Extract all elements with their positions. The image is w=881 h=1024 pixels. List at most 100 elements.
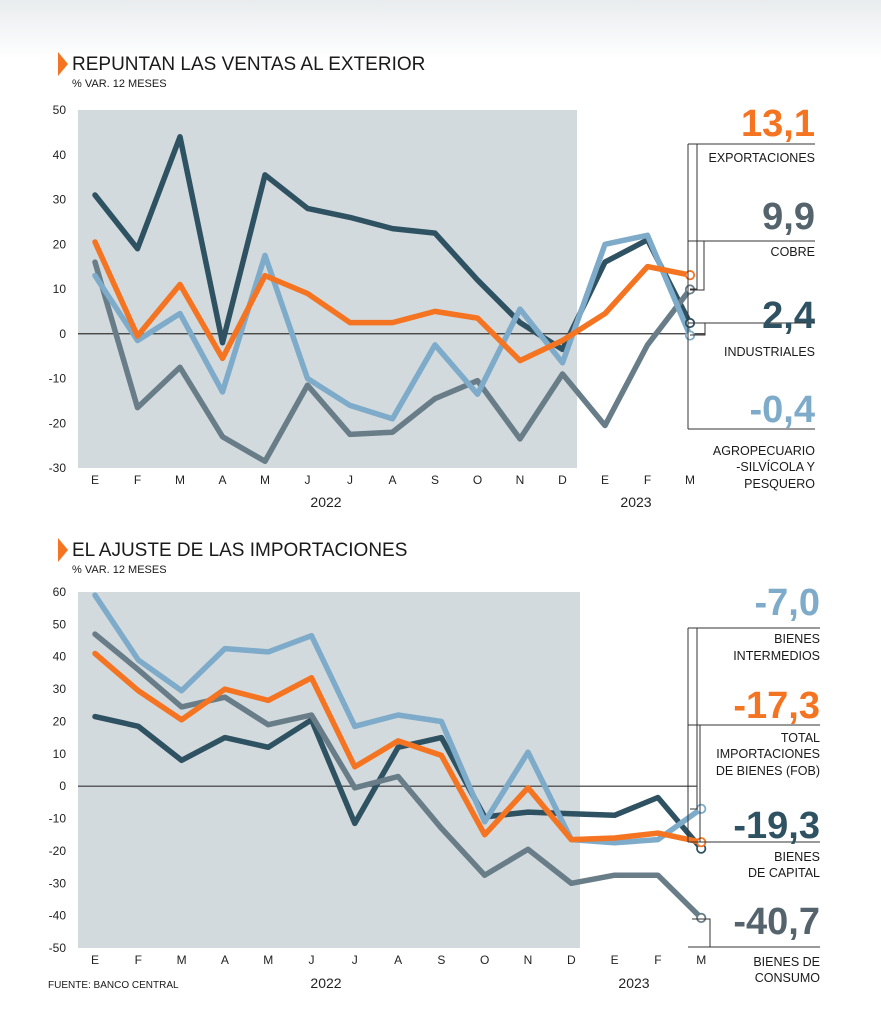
x-tick-label: M	[177, 953, 187, 967]
x-tick-label: J	[352, 953, 358, 967]
y-tick-label: 0	[59, 327, 66, 341]
callout-label: IMPORTACIONES	[716, 747, 820, 761]
series-line-agropecuario	[92, 259, 693, 465]
chart1-subtitle: % VAR. 12 MESES	[72, 78, 167, 90]
y-tick-label: -40	[49, 909, 67, 923]
source-note: FUENTE: BANCO CENTRAL	[48, 980, 179, 991]
y-tick-label: -20	[49, 844, 67, 858]
y-tick-label: -10	[49, 812, 67, 826]
end-point-cobre	[684, 330, 696, 341]
end-point-bienes_intermedios	[696, 803, 707, 814]
header-band	[0, 0, 881, 60]
shaded-2022-region	[78, 592, 580, 948]
x-tick-label: J	[347, 473, 353, 487]
y-tick-label: -10	[49, 372, 67, 386]
x-tick-label: A	[221, 953, 229, 967]
y-tick-label: -20	[49, 416, 67, 430]
x-tick-label: F	[134, 473, 141, 487]
x-tick-label: E	[91, 473, 99, 487]
x-tick-label: O	[480, 953, 489, 967]
imports-chart: 60 50 40 30 20 10 0 -10 -20 -30 -40 -50 E F M A M J J A S O N D…	[49, 582, 821, 991]
x-tick-label: M	[263, 953, 273, 967]
exports-chart: 50 40 30 20 10 0 -10 -20 -30 E F M A M J J A S O N D E F M 2022 2…	[49, 103, 816, 510]
y-tick-label: 30	[53, 193, 67, 207]
y-tick-label: 40	[53, 650, 67, 664]
callout-label: TOTAL	[781, 731, 820, 745]
title-arrow-icon	[58, 538, 68, 562]
x-tick-label: S	[431, 473, 439, 487]
y-tick-label: 50	[53, 617, 67, 631]
series-line-cobre	[92, 232, 693, 422]
x-tick-label: A	[388, 473, 396, 487]
y-tick-label: 20	[53, 237, 67, 251]
x-tick-label: O	[473, 473, 482, 487]
series-line-exportaciones	[92, 239, 693, 364]
callout-connector	[688, 627, 698, 810]
callout-label: PESQUERO	[744, 477, 815, 491]
callout-label: BIENES	[774, 850, 820, 864]
year-label: 2022	[310, 975, 341, 991]
x-tick-label: J	[309, 953, 315, 967]
y-tick-label: 50	[53, 103, 67, 117]
series-line-bienes_consumo	[92, 631, 704, 921]
x-tick-label: E	[601, 473, 609, 487]
x-tick-label: D	[558, 473, 567, 487]
callout-label: AGROPECUARIO	[713, 444, 815, 458]
y-tick-label: -30	[49, 876, 67, 890]
callout-value: -19,3	[733, 805, 820, 847]
x-tick-label: F	[654, 953, 661, 967]
series-line-total_importaciones	[92, 650, 704, 845]
end-point-exportaciones	[684, 270, 696, 281]
x-tick-label: N	[516, 473, 525, 487]
callout-label: BIENES	[774, 632, 820, 646]
y-tick-label: 10	[53, 282, 67, 296]
year-label: 2023	[620, 494, 651, 510]
callout-connector	[688, 724, 701, 843]
callout-label: CONSUMO	[755, 971, 821, 985]
callout-label: DE CAPITAL	[748, 866, 820, 880]
callout-label: INDUSTRIALES	[724, 345, 815, 359]
x-tick-label: M	[685, 473, 695, 487]
callout-connector	[690, 241, 705, 291]
callout-value: 13,1	[741, 103, 815, 145]
x-tick-label: F	[135, 953, 142, 967]
callout-value: -40,7	[733, 901, 820, 943]
x-tick-label: A	[394, 953, 402, 967]
year-label: 2023	[618, 975, 649, 991]
y-tick-label: 20	[53, 714, 67, 728]
callout-label: EXPORTACIONES	[708, 151, 815, 165]
y-tick-label: 10	[53, 747, 67, 761]
callout-connector	[688, 143, 698, 290]
x-tick-label: M	[696, 953, 706, 967]
callout-value: 9,9	[762, 196, 815, 238]
y-tick-label: 0	[59, 779, 66, 793]
callout-value: -7,0	[755, 582, 820, 624]
x-tick-label: E	[611, 953, 619, 967]
callout-label: -SILVÍCOLA Y	[736, 459, 815, 474]
x-tick-label: M	[175, 473, 185, 487]
chart2-subtitle: % VAR. 12 MESES	[72, 564, 167, 576]
year-label: 2022	[310, 494, 341, 510]
y-tick-label: 40	[53, 148, 67, 162]
chart1-title: REPUNTAN LAS VENTAS AL EXTERIOR	[72, 54, 425, 75]
series-line-bienes_intermedios	[92, 592, 704, 846]
x-tick-label: M	[260, 473, 270, 487]
y-tick-label: 60	[53, 585, 67, 599]
callout-value: 2,4	[762, 295, 815, 337]
callout-label: COBRE	[771, 245, 815, 259]
title-arrow-icon	[58, 52, 68, 76]
callout-label: DE BIENES (FOB)	[716, 764, 820, 778]
series-line-bienes_capital	[92, 713, 704, 852]
x-tick-label: N	[524, 953, 533, 967]
x-tick-label: A	[218, 473, 226, 487]
callout-value: -17,3	[733, 685, 820, 727]
x-tick-label: S	[437, 953, 445, 967]
y-tick-label: 30	[53, 682, 67, 696]
x-tick-label: F	[644, 473, 651, 487]
chart2-title: EL AJUSTE DE LAS IMPORTACIONES	[72, 540, 407, 561]
x-tick-label: D	[567, 953, 576, 967]
callout-label: BIENES DE	[753, 955, 820, 969]
end-point-bienes_consumo	[696, 912, 707, 924]
callout-value: -0,4	[750, 389, 815, 431]
y-tick-label: -30	[49, 461, 67, 475]
